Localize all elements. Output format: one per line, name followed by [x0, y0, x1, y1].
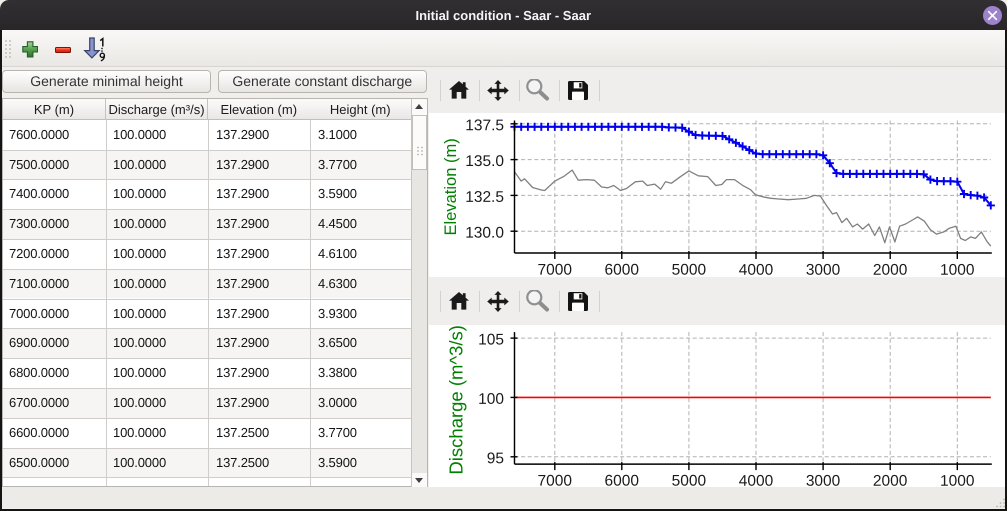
svg-text:5000: 5000: [671, 473, 706, 487]
svg-text:105: 105: [478, 332, 504, 349]
svg-text:2000: 2000: [872, 473, 907, 487]
svg-text:Discharge (m^3/s): Discharge (m^3/s): [445, 325, 466, 475]
svg-text:5000: 5000: [671, 261, 706, 276]
svg-text:3000: 3000: [805, 261, 840, 276]
svg-text:137.5: 137.5: [465, 117, 504, 134]
svg-text:1000: 1000: [940, 261, 975, 276]
svg-text:6000: 6000: [604, 473, 639, 487]
svg-text:3000: 3000: [805, 473, 840, 487]
svg-text:7000: 7000: [537, 261, 572, 276]
svg-text:2000: 2000: [872, 261, 907, 276]
svg-text:4000: 4000: [738, 261, 773, 276]
svg-text:135.0: 135.0: [465, 153, 504, 170]
svg-text:100: 100: [478, 391, 504, 408]
svg-text:7000: 7000: [537, 473, 572, 487]
svg-text:6000: 6000: [604, 261, 639, 276]
svg-text:1000: 1000: [940, 473, 975, 487]
svg-text:130.0: 130.0: [465, 224, 504, 241]
svg-text:4000: 4000: [738, 473, 773, 487]
svg-text:Elevation (m): Elevation (m): [442, 138, 460, 235]
svg-text:132.5: 132.5: [465, 188, 504, 205]
svg-text:95: 95: [486, 451, 503, 468]
